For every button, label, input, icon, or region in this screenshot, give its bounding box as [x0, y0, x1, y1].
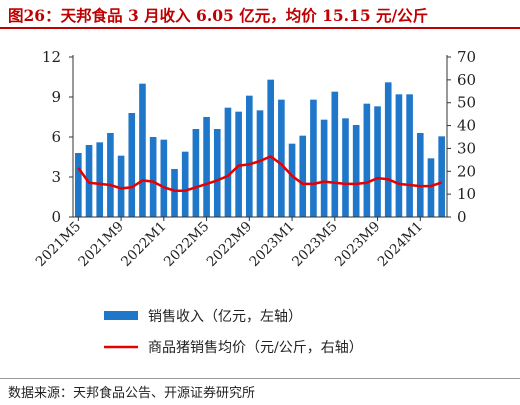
- right-tick-label: 40: [457, 117, 476, 135]
- bar-2022M7: [224, 107, 232, 217]
- price-line: [77, 155, 443, 192]
- x-tick-label: 2023M5: [289, 219, 340, 270]
- x-tick-label: 2022M1: [118, 219, 169, 270]
- chart-legend: 销售收入（亿元，左轴） 商品猪销售均价（元/公斤，右轴）: [104, 309, 363, 356]
- left-tick-label: 3: [51, 168, 61, 186]
- right-tick-label: 20: [457, 162, 476, 180]
- bar-2022M2: [171, 169, 178, 217]
- bar-2023M4: [320, 119, 328, 217]
- left-tick-label: 9: [51, 88, 61, 106]
- bar-2023M3: [310, 99, 317, 217]
- legend-bar-label: 销售收入（亿元，左轴）: [148, 309, 302, 325]
- bar-2022M12: [278, 99, 285, 217]
- left-tick-label: 0: [51, 208, 61, 226]
- bar-2021M9: [117, 155, 125, 217]
- right-tick-label: 50: [457, 94, 476, 112]
- legend-line-label: 商品猪销售均价（元/公斤，右轴）: [148, 340, 363, 356]
- bar-2023M8: [363, 103, 371, 217]
- bar-2022M11: [267, 79, 274, 218]
- bar-2023M1: [288, 143, 296, 217]
- left-tick-label: 6: [51, 128, 61, 146]
- x-tick-label: 2021M9: [75, 219, 126, 270]
- bar-2022M3: [181, 151, 189, 217]
- chart-area: 0 3 6 9 12 0 10 20 30 40 50 60 70 2021M52021M92022M1…: [33, 48, 476, 356]
- right-tick-label: 30: [457, 139, 476, 157]
- right-tick-label: 60: [457, 71, 476, 89]
- x-tick-label: 2023M9: [332, 219, 383, 270]
- bar-2023M11: [395, 94, 403, 217]
- chart-title: 图26：天邦食品 3 月收入 6.05 亿元，均价 15.15 元/公斤: [8, 6, 429, 25]
- bar-2022M10: [256, 110, 264, 217]
- bar-2024M3: [438, 136, 445, 217]
- right-tick-label: 10: [457, 185, 476, 203]
- source-divider: [0, 378, 520, 379]
- bar-2021M7: [96, 142, 104, 217]
- bar-2022M9: [246, 95, 253, 217]
- bar-2022M4: [192, 129, 200, 217]
- bar-2021M5: [75, 153, 82, 217]
- bar-2022M5: [203, 117, 210, 217]
- bar-2021M10: [128, 113, 136, 217]
- bar-2023M12: [406, 94, 413, 217]
- bar-2023M6: [342, 118, 349, 217]
- legend-bar-swatch: [104, 311, 138, 320]
- bar-2022M1: [160, 139, 168, 217]
- title-divider: [0, 27, 520, 29]
- bar-2021M11: [139, 83, 146, 218]
- bar-2022M8: [235, 111, 242, 217]
- bar-2021M8: [107, 133, 114, 217]
- bar-2024M1: [416, 133, 424, 217]
- bar-2024M2: [427, 158, 435, 217]
- bar-2023M9: [374, 106, 381, 217]
- bar-2023M7: [352, 125, 360, 217]
- x-tick-label: 2022M9: [204, 219, 255, 270]
- right-tick-label: 70: [457, 48, 476, 66]
- bar-2022M6: [213, 129, 221, 217]
- right-tick-label: 0: [457, 208, 467, 226]
- left-tick-label: 12: [42, 48, 61, 66]
- x-tick-label: 2022M5: [161, 219, 212, 270]
- x-tick-label: 2021M5: [33, 219, 84, 270]
- bar-2023M10: [384, 82, 392, 217]
- x-tick-label: 2024M1: [375, 219, 426, 270]
- bar-2023M5: [331, 91, 339, 217]
- bar-2023M2: [299, 135, 307, 217]
- x-tick-label: 2023M1: [246, 219, 297, 270]
- source-note: 数据来源：天邦食品公告、开源证券研究所: [8, 386, 256, 401]
- bar-2021M12: [149, 137, 157, 217]
